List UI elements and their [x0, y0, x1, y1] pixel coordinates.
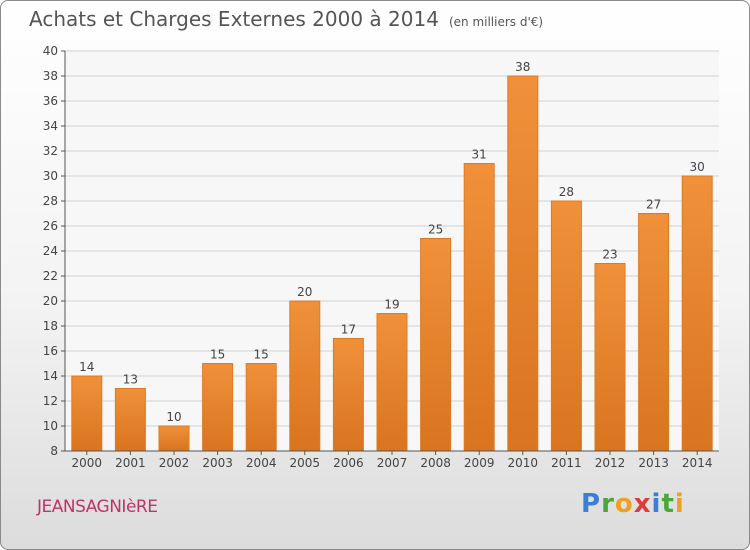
- bar: [594, 263, 626, 452]
- bar: [202, 363, 234, 452]
- town-name: JEANSAGNIèRE: [37, 497, 158, 517]
- data-label: 20: [297, 285, 312, 299]
- bar: [507, 75, 539, 452]
- y-tick-label: 34: [43, 119, 58, 133]
- x-tick-label: 2013: [638, 456, 669, 470]
- bar: [681, 175, 713, 452]
- y-tick-label: 10: [43, 419, 58, 433]
- data-label: 14: [79, 360, 94, 374]
- y-tick-label: 12: [43, 394, 58, 408]
- proxiti-logo: Proxiti: [581, 489, 685, 519]
- data-label: 13: [123, 373, 138, 387]
- y-tick-label: 24: [43, 244, 58, 258]
- logo-letter: i: [651, 489, 662, 519]
- data-label: 31: [472, 148, 487, 162]
- x-tick-label: 2006: [333, 456, 364, 470]
- y-tick-label: 20: [43, 294, 58, 308]
- x-tick-label: 2000: [72, 456, 103, 470]
- bar: [158, 425, 190, 452]
- y-tick-label: 28: [43, 194, 58, 208]
- x-tick-label: 2011: [551, 456, 582, 470]
- logo-letter: i: [674, 489, 685, 519]
- y-tick-label: 30: [43, 169, 58, 183]
- x-tick-label: 2010: [508, 456, 539, 470]
- x-tick-label: 2009: [464, 456, 495, 470]
- bar: [245, 363, 277, 452]
- logo-letter: r: [601, 489, 615, 519]
- data-label: 15: [210, 348, 225, 362]
- y-tick-label: 38: [43, 69, 58, 83]
- y-tick-label: 22: [43, 269, 58, 283]
- y-tick-label: 36: [43, 94, 58, 108]
- bar: [550, 200, 582, 452]
- data-label: 38: [515, 60, 530, 74]
- x-tick-label: 2002: [159, 456, 190, 470]
- x-tick-label: 2004: [246, 456, 277, 470]
- y-tick-label: 8: [50, 444, 58, 458]
- x-tick-label: 2003: [202, 456, 233, 470]
- logo-letter: t: [661, 489, 675, 519]
- x-tick-label: 2014: [682, 456, 713, 470]
- data-label: 27: [646, 198, 661, 212]
- bar: [114, 388, 146, 452]
- data-label: 25: [428, 223, 443, 237]
- data-label: 30: [690, 160, 705, 174]
- y-tick-label: 14: [43, 369, 58, 383]
- x-tick-label: 2001: [115, 456, 146, 470]
- logo-letter: P: [581, 489, 602, 519]
- logo-letter: o: [614, 489, 634, 519]
- x-tick-label: 2012: [595, 456, 626, 470]
- x-tick-label: 2007: [377, 456, 408, 470]
- data-label: 19: [384, 298, 399, 312]
- chart-subtitle: (en milliers d'€): [448, 15, 544, 29]
- data-label: 10: [166, 410, 181, 424]
- chart-title-text: Achats et Charges Externes 2000 à 2014: [29, 7, 439, 31]
- data-label: 28: [559, 185, 574, 199]
- data-label: 17: [341, 323, 356, 337]
- y-tick-label: 40: [43, 44, 58, 58]
- x-tick-label: 2008: [420, 456, 451, 470]
- chart-title: Achats et Charges Externes 2000 à 2014 (e…: [29, 7, 543, 31]
- x-tick-label: 2005: [290, 456, 321, 470]
- logo-letter: x: [633, 489, 652, 519]
- bar: [332, 338, 364, 452]
- bar: [463, 163, 495, 452]
- bar: [71, 375, 103, 452]
- y-tick-label: 16: [43, 344, 58, 358]
- bar: [376, 313, 408, 452]
- data-label: 15: [254, 348, 269, 362]
- y-tick-label: 26: [43, 219, 58, 233]
- bar: [638, 213, 670, 452]
- bar: [289, 300, 321, 452]
- y-tick-label: 18: [43, 319, 58, 333]
- bar: [420, 238, 452, 452]
- data-label: 23: [602, 248, 617, 262]
- y-tick-label: 32: [43, 144, 58, 158]
